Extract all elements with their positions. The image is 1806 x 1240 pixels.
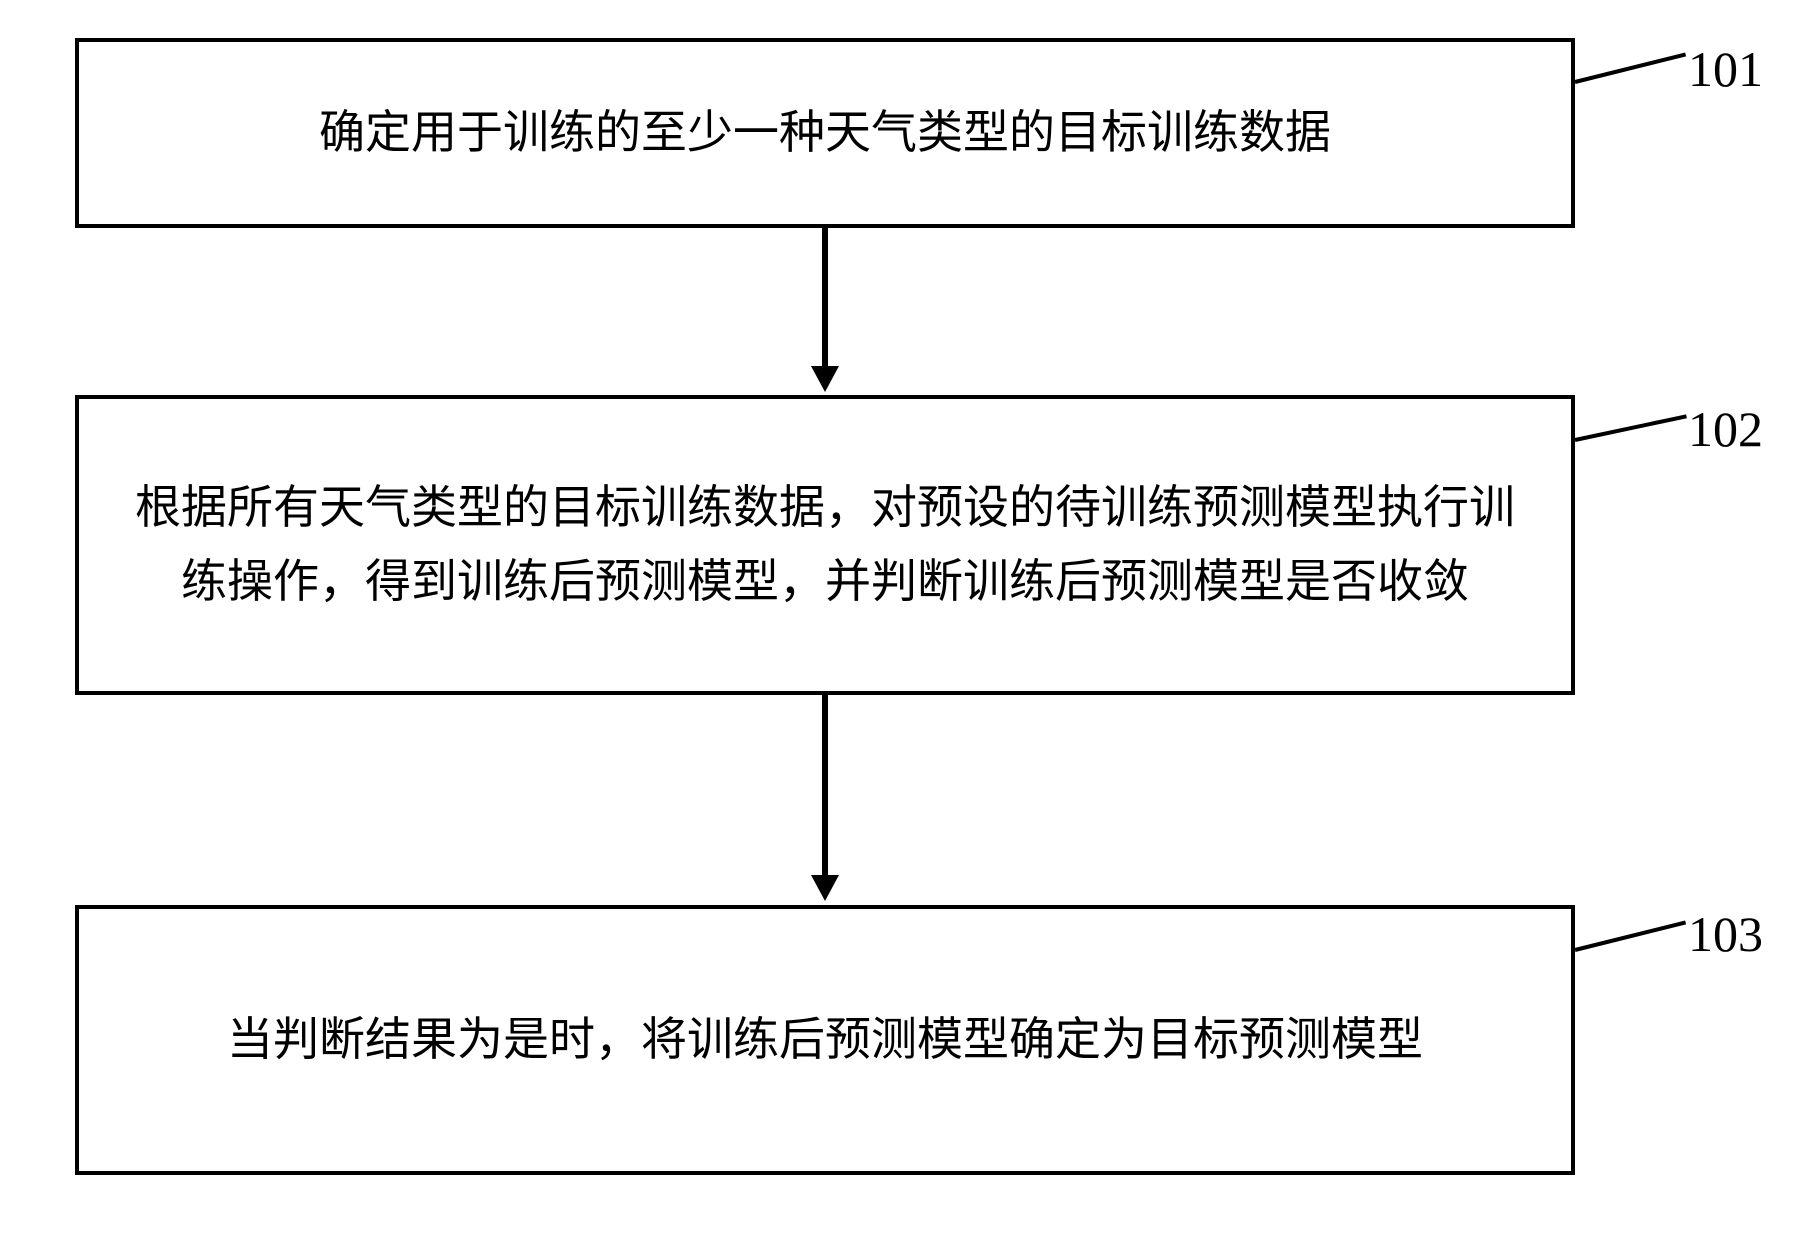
node-1-label: 101 <box>1688 40 1763 98</box>
arrow-1-to-2-line <box>822 228 828 366</box>
arrow-2-to-3-line <box>822 695 828 875</box>
node-2-label: 102 <box>1688 400 1763 458</box>
flowchart-container: 确定用于训练的至少一种天气类型的目标训练数据 101 根据所有天气类型的目标训练… <box>0 0 1806 1240</box>
node-3-text: 当判断结果为是时，将训练后预测模型确定为目标预测模型 <box>227 1003 1423 1077</box>
node-2-connector-line <box>1575 414 1687 442</box>
flowchart-node-1: 确定用于训练的至少一种天气类型的目标训练数据 <box>75 38 1575 228</box>
flowchart-node-3: 当判断结果为是时，将训练后预测模型确定为目标预测模型 <box>75 905 1575 1175</box>
node-1-text: 确定用于训练的至少一种天气类型的目标训练数据 <box>319 96 1331 170</box>
flowchart-node-2: 根据所有天气类型的目标训练数据，对预设的待训练预测模型执行训练操作，得到训练后预… <box>75 395 1575 695</box>
arrow-1-to-2-head <box>811 366 839 392</box>
node-2-text: 根据所有天气类型的目标训练数据，对预设的待训练预测模型执行训练操作，得到训练后预… <box>119 471 1531 618</box>
arrow-2-to-3-head <box>811 875 839 901</box>
node-1-connector-line <box>1575 52 1687 83</box>
node-3-connector-line <box>1575 920 1687 951</box>
node-3-label: 103 <box>1688 905 1763 963</box>
